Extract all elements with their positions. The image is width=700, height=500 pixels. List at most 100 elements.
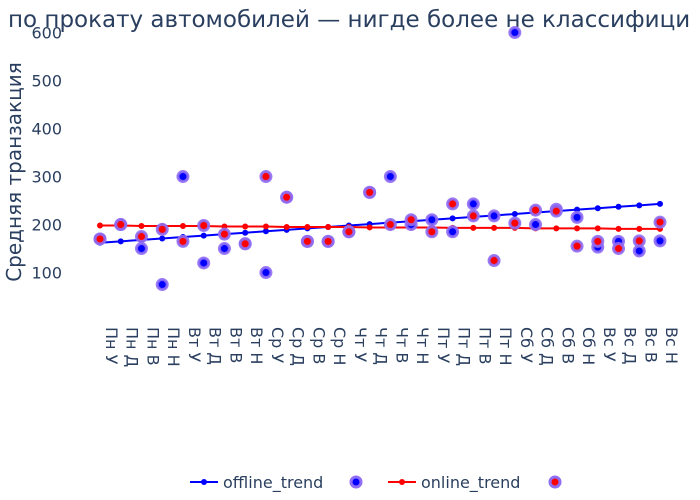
legend-item[interactable]: offline_trend: [190, 473, 323, 493]
trend-point: [179, 223, 186, 229]
x-tick-label: Ср Н: [330, 327, 349, 365]
data-point: [280, 190, 294, 204]
data-point: [570, 210, 584, 224]
data-point: [591, 234, 605, 248]
trend-point: [200, 232, 207, 239]
trend-point: [325, 223, 332, 230]
data-point: [93, 232, 107, 246]
data-point: [425, 213, 439, 227]
trend-point: [553, 225, 560, 232]
x-tick-label: Вт Д: [206, 327, 225, 365]
trend-point: [138, 223, 145, 229]
trend-point: [449, 215, 456, 222]
x-tick-label: Пн В: [143, 327, 162, 366]
trend-point: [262, 223, 269, 230]
x-tick-labels: Пн У Пн Д Пн В Пн Н Вт У Вт Д Вт В Вт Н Ср У Ср Д…: [102, 327, 681, 367]
trend-point: [117, 238, 124, 245]
data-point: [197, 256, 211, 270]
x-tick-label: Сб Д: [538, 327, 557, 366]
data-point: [383, 218, 397, 232]
series-line-online_trend: [100, 224, 660, 230]
data-point: [134, 242, 148, 256]
trend-point: [511, 211, 518, 217]
data-point: [259, 170, 273, 184]
data-point: [217, 242, 231, 256]
data-point: [529, 203, 543, 217]
y-tick-label: 300: [31, 168, 62, 187]
data-point: [114, 218, 128, 232]
y-tick-label: 400: [31, 120, 62, 139]
data-point: [632, 234, 646, 248]
data-point: [487, 254, 501, 268]
chart-title: по прокату автомобилей — нигде более не …: [8, 7, 690, 33]
legend-marker-swatch: [548, 475, 562, 489]
data-point: [529, 218, 543, 232]
data-point: [632, 244, 646, 258]
x-tick-label: Пт Н: [496, 327, 515, 365]
legend-marker-swatch: [349, 475, 363, 489]
x-tick-label: Сб В: [558, 327, 577, 364]
x-tick-label: Ср Д: [289, 327, 308, 366]
trend-point: [615, 203, 622, 210]
x-tick-label: Пт Д: [455, 327, 474, 366]
trend-point: [159, 235, 166, 242]
legend-point-swatch: [399, 479, 405, 485]
x-tick-label: Сб Н: [579, 327, 598, 365]
x-tick-label: Чт В: [392, 327, 411, 363]
y-axis-label: Средняя транзакция: [2, 62, 26, 282]
data-point: [300, 234, 314, 248]
legend: offline_trend online_trend: [190, 473, 562, 493]
data-point: [342, 225, 356, 239]
data-point: [425, 225, 439, 239]
x-tick-label: Чт Н: [413, 327, 432, 364]
x-tick-label: Ср У: [268, 327, 287, 363]
x-tick-label: Вс Н: [662, 327, 681, 364]
x-tick-label: Чт Д: [372, 327, 391, 365]
trend-point: [615, 225, 622, 232]
data-point: [197, 219, 211, 233]
x-tick-label: Вт У: [185, 327, 204, 362]
legend-label: online_trend: [421, 473, 520, 493]
data-point: [363, 185, 377, 199]
y-tick-labels: 100 200 300 400 500 600: [31, 24, 62, 283]
legend-item[interactable]: online_trend: [388, 473, 520, 493]
y-tick-label: 500: [31, 72, 62, 91]
data-point: [508, 216, 522, 230]
data-point: [549, 204, 563, 218]
trend-point: [262, 228, 269, 235]
data-point: [487, 209, 501, 223]
data-point: [653, 234, 667, 248]
data-point: [446, 225, 460, 239]
trend-point: [470, 224, 477, 231]
y-tick-label: 600: [31, 24, 62, 43]
y-tick-label: 200: [31, 216, 62, 235]
trend-point: [97, 222, 103, 229]
data-point: [508, 26, 522, 40]
trend-point: [242, 223, 249, 230]
x-tick-label: Чт У: [351, 327, 370, 362]
x-tick-label: Пн Д: [123, 327, 142, 367]
x-tick-label: Вс У: [600, 327, 619, 362]
x-tick-label: Пт В: [475, 327, 494, 364]
plot-area: [93, 26, 667, 292]
data-point: [176, 170, 190, 184]
x-tick-label: Пн Н: [164, 327, 183, 367]
trend-point: [491, 224, 498, 231]
y-tick-label: 100: [31, 264, 62, 283]
data-point: [155, 278, 169, 292]
data-point: [466, 197, 480, 211]
data-point: [155, 222, 169, 236]
data-point: [653, 215, 667, 229]
data-point: [383, 170, 397, 184]
x-tick-label: Вс Д: [621, 327, 640, 364]
x-tick-label: Ср В: [309, 327, 328, 364]
trend-point: [283, 223, 290, 230]
legend-item[interactable]: [548, 475, 562, 489]
trend-point: [366, 224, 373, 231]
data-point: [238, 237, 252, 251]
data-point: [466, 209, 480, 223]
legend-item[interactable]: [349, 475, 363, 489]
series-line-offline_trend: [99, 202, 661, 244]
data-point: [612, 242, 626, 256]
